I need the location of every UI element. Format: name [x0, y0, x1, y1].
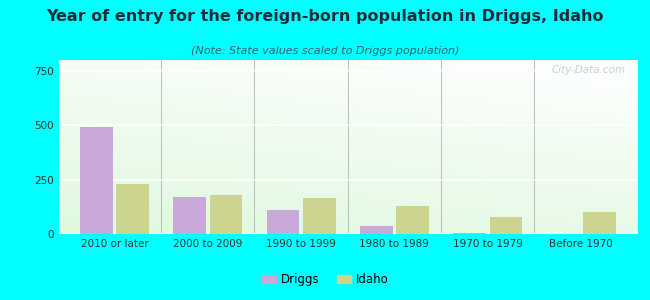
Bar	[489, 217, 522, 234]
Bar	[396, 206, 429, 234]
Text: (Note: State values scaled to Driggs population): (Note: State values scaled to Driggs pop…	[191, 46, 459, 56]
Bar	[266, 210, 299, 234]
Bar	[174, 197, 206, 234]
Bar	[116, 184, 149, 234]
Text: Year of entry for the foreign-born population in Driggs, Idaho: Year of entry for the foreign-born popul…	[46, 9, 604, 24]
Bar	[210, 195, 242, 234]
Bar	[303, 198, 335, 234]
Bar	[360, 226, 393, 234]
Text: City-Data.com: City-Data.com	[551, 65, 625, 75]
Bar	[80, 128, 112, 234]
Bar	[453, 233, 486, 234]
Legend: Driggs, Idaho: Driggs, Idaho	[257, 269, 393, 291]
Bar	[583, 212, 616, 234]
